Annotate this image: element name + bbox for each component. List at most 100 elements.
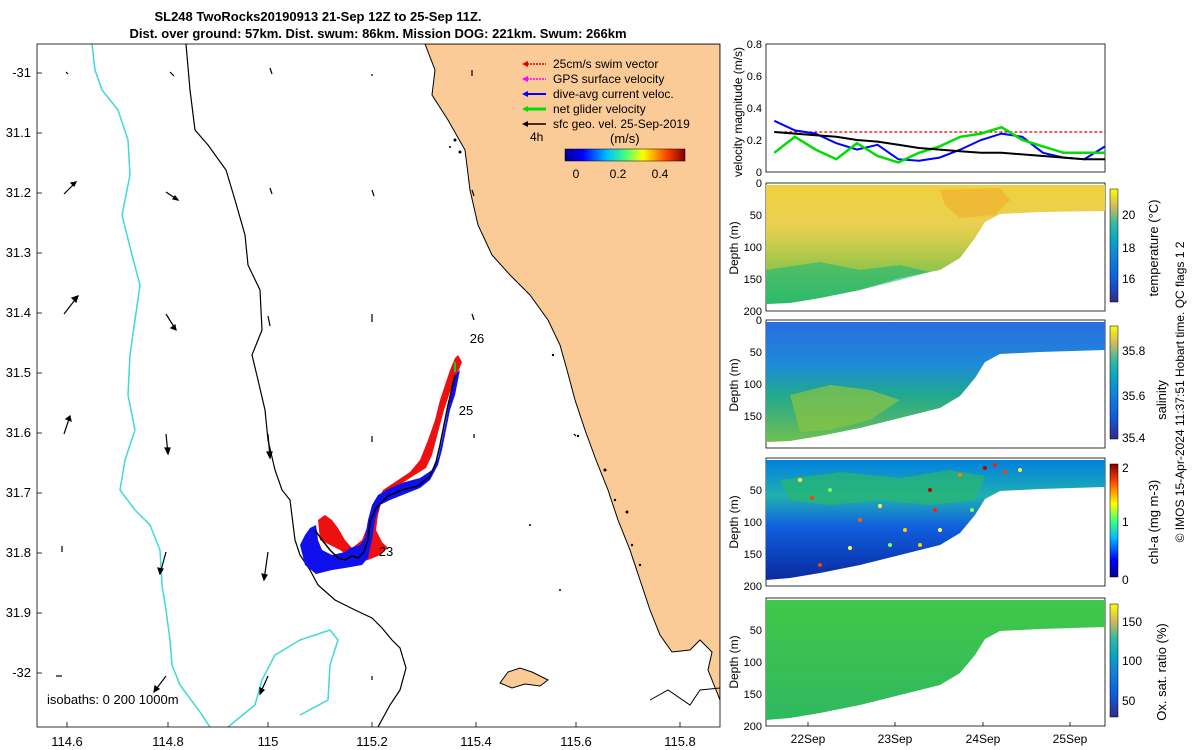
- lon-tick: 115.8: [664, 734, 696, 749]
- lat-tick: 31.8: [6, 545, 31, 560]
- time-tick: 22Sep: [791, 732, 826, 746]
- lon-tick-marks: [66, 722, 681, 727]
- oxygen-label: Ox. sat. ratio (%): [1154, 623, 1169, 721]
- colorbar-tick: 0.2: [610, 167, 627, 181]
- depth-ticks: 0 50 100 150 200 0 50 100 150 50 100 150…: [744, 178, 762, 733]
- legend-label: 25cm/s swim vector: [553, 57, 658, 71]
- velocity-tick: 0.2: [747, 135, 762, 147]
- island: [499, 667, 549, 689]
- lon-tick: 115: [258, 734, 279, 749]
- velocity-frame: [765, 43, 1106, 173]
- oxygen-panel: Depth (m) 150 100 50 Ox. sat. ratio (%): [727, 597, 1169, 727]
- depth-tick: 150: [744, 411, 762, 423]
- chla-hotspot-dots: [798, 463, 1022, 567]
- speed-colorbar: [564, 148, 686, 162]
- salinity-panel: Depth (m) 35.8 35.6 35.4 salinity: [727, 319, 1169, 449]
- depth-tick: 50: [750, 347, 762, 359]
- depth-tick: 50: [750, 485, 762, 497]
- oxygen-section-fill: [766, 600, 1105, 720]
- lon-tick: 114.8: [152, 734, 184, 749]
- chla-hotspot: [983, 466, 987, 470]
- temperature-panel: Depth (m) 20 18 16 temperature (°C): [727, 182, 1161, 312]
- legend-item-dive-avg-current: dive-avg current veloc.: [522, 87, 674, 101]
- oxygen-cbar-tick: 50: [1122, 694, 1136, 708]
- title-line-2: Dist. over ground: 57km. Dist. swum: 86k…: [129, 26, 626, 41]
- velocity-ylabel: velocity magnitude (m/s): [731, 47, 745, 177]
- arrow-field-row-6: [56, 675, 373, 696]
- colorbar-tick: 0: [573, 167, 580, 181]
- coastal-rocks: [449, 138, 642, 591]
- lat-tick: 31.5: [6, 365, 31, 380]
- current-vector-cloud: [300, 370, 460, 574]
- salinity-depth-label: Depth (m): [727, 358, 741, 411]
- lon-tick: 115.6: [560, 734, 592, 749]
- chla-depth-label: Depth (m): [727, 495, 741, 548]
- oxygen-colorbar: [1109, 603, 1119, 718]
- arrow-field-row-2: [63, 181, 475, 201]
- lon-tick: 114.6: [51, 734, 83, 749]
- temperature-depth-label: Depth (m): [727, 221, 741, 274]
- legend-label: GPS surface velocity: [553, 72, 664, 86]
- salinity-high-patch: [790, 385, 900, 432]
- legend-label: net glider velocity: [553, 102, 646, 116]
- interval-label: 4h: [530, 130, 543, 144]
- chla-hotspot: [818, 563, 822, 567]
- chla-hotspot: [1018, 468, 1022, 472]
- velocity-tick: 0: [756, 167, 762, 179]
- lat-tick: 31.7: [6, 485, 31, 500]
- day-label-26: 26: [470, 331, 484, 346]
- depth-tick: 100: [744, 517, 762, 529]
- chla-hotspot: [970, 508, 974, 512]
- isobath-legend: isobaths: 0 200 1000m: [47, 692, 179, 707]
- chla-hotspot: [933, 508, 937, 512]
- lat-tick: 31.3: [6, 245, 31, 260]
- depth-tick: 50: [750, 210, 762, 222]
- chla-colorbar: [1109, 463, 1119, 578]
- temperature-cool-patch: [766, 262, 930, 304]
- chla-cbar-tick: 2: [1122, 461, 1129, 475]
- chla-hotspot: [888, 543, 892, 547]
- chla-hotspot: [938, 528, 942, 532]
- colorbar-tick: 0.4: [652, 167, 669, 181]
- legend-item-gps-velocity: GPS surface velocity: [522, 72, 664, 86]
- depth-tick: 200: [744, 721, 762, 733]
- map-legend: 25cm/s swim vector GPS surface velocity …: [522, 57, 690, 181]
- velocity-lines: [773, 119, 1105, 164]
- glider-track: [300, 355, 462, 574]
- chla-cbar-tick: 0: [1122, 573, 1129, 587]
- salinity-label: salinity: [1154, 380, 1169, 420]
- depth-tick: 200: [744, 581, 762, 593]
- velocity-tick: 0.4: [747, 103, 762, 115]
- depth-tick: 100: [744, 657, 762, 669]
- salinity-cbar-tick: 35.8: [1122, 344, 1146, 358]
- legend-label: sfc geo. vel. 25-Sep-2019: [553, 117, 690, 131]
- velocity-series-sfc-geo-vel-25-sep-2019: [774, 131, 1105, 161]
- lat-tick: 31.6: [6, 425, 31, 440]
- legend-item-swim-vector: 25cm/s swim vector: [522, 57, 658, 71]
- time-tick: 24Sep: [966, 732, 1001, 746]
- map-frame: [36, 43, 721, 728]
- swim-vector-cloud: [318, 355, 462, 562]
- lat-tick: -31: [12, 65, 31, 80]
- velocity-y-ticks: 0.8 0.6 0.4 0.2 0: [747, 39, 762, 179]
- time-tick: 23Sep: [878, 732, 913, 746]
- temperature-cbar-tick: 20: [1122, 208, 1136, 222]
- oxygen-depth-label: Depth (m): [727, 635, 741, 688]
- chla-hotspot: [810, 496, 814, 500]
- oxygen-cbar-tick: 150: [1122, 615, 1142, 629]
- velocity-tick: 0.8: [747, 39, 762, 51]
- day-label-23: 23: [379, 544, 393, 559]
- depth-tick: 150: [744, 689, 762, 701]
- temperature-cbar-tick: 18: [1122, 241, 1136, 255]
- chla-panel: Depth (m) 2 1 0 chl-a (mg m-3): [727, 457, 1161, 587]
- depth-tick: 0: [756, 315, 762, 327]
- chla-hotspot: [903, 528, 907, 532]
- day-label-25: 25: [459, 403, 473, 418]
- title-line-1: SL248 TwoRocks20190913 21-Sep 12Z to 25-…: [154, 9, 481, 24]
- chla-max-layer: [780, 470, 985, 505]
- isobath-1000m: [91, 44, 211, 727]
- depth-tick: 100: [744, 379, 762, 391]
- salinity-colorbar: [1109, 325, 1119, 440]
- depth-tick: 50: [750, 625, 762, 637]
